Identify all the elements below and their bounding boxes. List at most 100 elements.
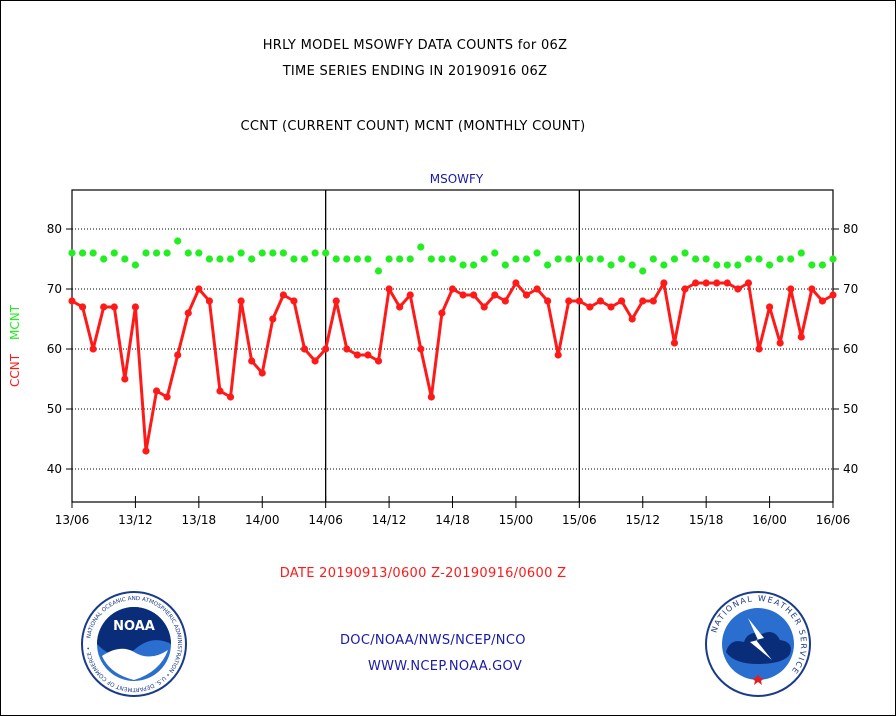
data-point-mcnt: [226, 255, 235, 263]
data-point-ccnt: [131, 303, 140, 311]
y-tick-label-left: 80: [47, 222, 62, 236]
data-point-ccnt: [670, 339, 679, 347]
data-point-ccnt: [607, 303, 615, 311]
data-point-ccnt: [628, 315, 636, 323]
data-point-ccnt: [300, 345, 309, 353]
data-point-ccnt: [353, 351, 361, 359]
x-tick-label: 14/12: [372, 513, 407, 527]
x-tick-label: 14/00: [245, 513, 280, 527]
data-point-ccnt: [216, 387, 224, 395]
data-point-mcnt: [332, 255, 340, 263]
data-point-mcnt: [89, 249, 97, 257]
noaa-logo-text: NOAA: [113, 619, 155, 634]
data-point-ccnt: [142, 447, 150, 455]
data-point-ccnt: [660, 279, 668, 287]
data-point-mcnt: [110, 249, 118, 257]
data-point-mcnt: [522, 255, 531, 263]
data-point-ccnt: [311, 357, 319, 365]
data-point-ccnt: [121, 375, 129, 383]
data-point-ccnt: [332, 297, 340, 305]
data-point-mcnt: [586, 255, 594, 263]
y-tick-label-right: 50: [843, 402, 858, 416]
data-point-mcnt: [554, 255, 562, 263]
data-point-mcnt: [618, 255, 626, 263]
data-point-ccnt: [248, 357, 256, 365]
data-point-ccnt: [649, 297, 657, 305]
data-point-mcnt: [533, 249, 541, 257]
data-point-ccnt: [734, 285, 742, 293]
data-point-ccnt: [470, 291, 478, 299]
data-point-mcnt: [279, 249, 287, 257]
data-point-mcnt: [448, 255, 457, 263]
data-point-mcnt: [575, 255, 583, 263]
data-point-mcnt: [776, 255, 784, 263]
data-point-mcnt: [818, 261, 827, 269]
data-point-mcnt: [438, 255, 446, 263]
y-tick-label-left: 40: [47, 462, 62, 476]
data-point-mcnt: [374, 267, 383, 275]
data-point-mcnt: [470, 261, 478, 269]
data-point-ccnt: [269, 315, 277, 323]
data-point-mcnt: [670, 255, 679, 263]
data-point-ccnt: [237, 297, 245, 305]
data-point-ccnt: [205, 297, 214, 305]
data-point-ccnt: [78, 303, 87, 311]
data-point-ccnt: [427, 393, 435, 401]
x-tick-label: 16/00: [752, 513, 787, 527]
chart-title-line2: TIME SERIES ENDING IN 20190916 06Z: [282, 64, 548, 79]
data-point-ccnt: [258, 369, 266, 377]
plot-title: MSOWFY: [430, 172, 484, 186]
data-point-mcnt: [385, 255, 393, 263]
data-point-ccnt: [554, 351, 562, 359]
chart-title-line1: HRLY MODEL MSOWFY DATA COUNTS for 06Z: [262, 38, 568, 53]
y-tick-label-right: 80: [843, 222, 858, 236]
y-axis-label-ccnt: CCNT: [8, 353, 22, 387]
data-point-mcnt: [691, 255, 700, 263]
data-point-ccnt: [639, 297, 647, 305]
data-point-ccnt: [491, 291, 499, 299]
data-point-mcnt: [269, 249, 277, 257]
data-point-ccnt: [829, 291, 837, 299]
data-point-mcnt: [290, 255, 298, 263]
data-point-ccnt: [681, 285, 689, 293]
data-point-mcnt: [639, 267, 647, 275]
data-point-mcnt: [544, 261, 552, 269]
data-point-ccnt: [575, 297, 583, 305]
data-point-mcnt: [417, 243, 425, 251]
data-point-ccnt: [480, 303, 488, 311]
data-point-ccnt: [818, 297, 827, 305]
x-tick-label: 15/00: [499, 513, 534, 527]
x-tick-label: 15/12: [625, 513, 660, 527]
data-point-ccnt: [755, 345, 763, 353]
data-point-ccnt: [89, 345, 97, 353]
data-point-mcnt: [713, 261, 721, 269]
y-tick-label-left: 70: [47, 282, 62, 296]
plot-frame: [71, 189, 834, 503]
data-point-mcnt: [258, 249, 266, 257]
data-point-mcnt: [353, 255, 361, 263]
website-label: WWW.NCEP.NOAA.GOV: [368, 659, 523, 674]
series-line-ccnt: [71, 281, 834, 453]
data-point-mcnt: [501, 261, 509, 269]
data-point-mcnt: [797, 249, 805, 257]
data-point-mcnt: [512, 255, 520, 263]
noaa-logo: NOAA NATIONAL OCEANIC AND ATMOSPHERIC AD…: [81, 591, 187, 697]
data-point-mcnt: [491, 249, 499, 257]
data-point-ccnt: [713, 279, 721, 287]
data-point-mcnt: [142, 249, 150, 257]
data-point-ccnt: [776, 339, 784, 347]
x-tick-label: 14/18: [435, 513, 470, 527]
data-point-ccnt: [544, 297, 552, 305]
data-point-ccnt: [152, 387, 161, 395]
data-point-ccnt: [533, 285, 541, 293]
y-axis-label-mcnt: MCNT: [8, 304, 22, 340]
y-tick-label-left: 60: [47, 342, 62, 356]
data-point-mcnt: [681, 249, 689, 257]
x-tick-label: 13/12: [118, 513, 153, 527]
x-tick-label: 15/18: [689, 513, 724, 527]
data-point-mcnt: [248, 255, 256, 263]
data-point-ccnt: [163, 393, 171, 401]
data-point-mcnt: [459, 261, 467, 269]
data-point-mcnt: [68, 249, 76, 257]
